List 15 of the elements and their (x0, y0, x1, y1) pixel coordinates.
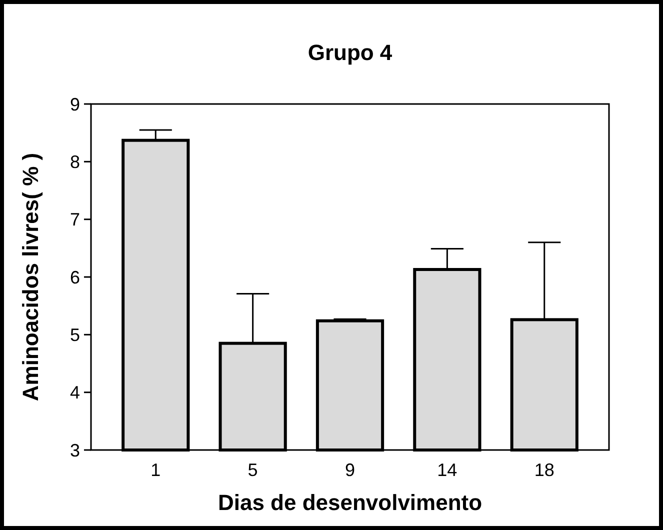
y-tick-label: 4 (70, 382, 80, 403)
x-axis-title: Dias de desenvolvimento (218, 490, 482, 515)
x-tick-label: 18 (534, 460, 554, 480)
x-tick-label: 9 (344, 460, 356, 480)
x-tick-label: 1 (150, 460, 161, 480)
x-tick-label: 14 (437, 460, 458, 480)
y-tick-label: 5 (70, 324, 80, 345)
y-tick-label: 8 (70, 152, 80, 172)
y-tick-label: 6 (70, 267, 80, 288)
y-tick-label: 3 (70, 440, 80, 460)
y-tick-label: 9 (70, 94, 80, 114)
x-tick-label: 5 (248, 460, 258, 480)
y-axis-title: Aminoacidos livres( % ) (18, 152, 43, 402)
y-tick-label: 7 (70, 210, 80, 230)
chart-title: Grupo 4 (308, 40, 393, 65)
